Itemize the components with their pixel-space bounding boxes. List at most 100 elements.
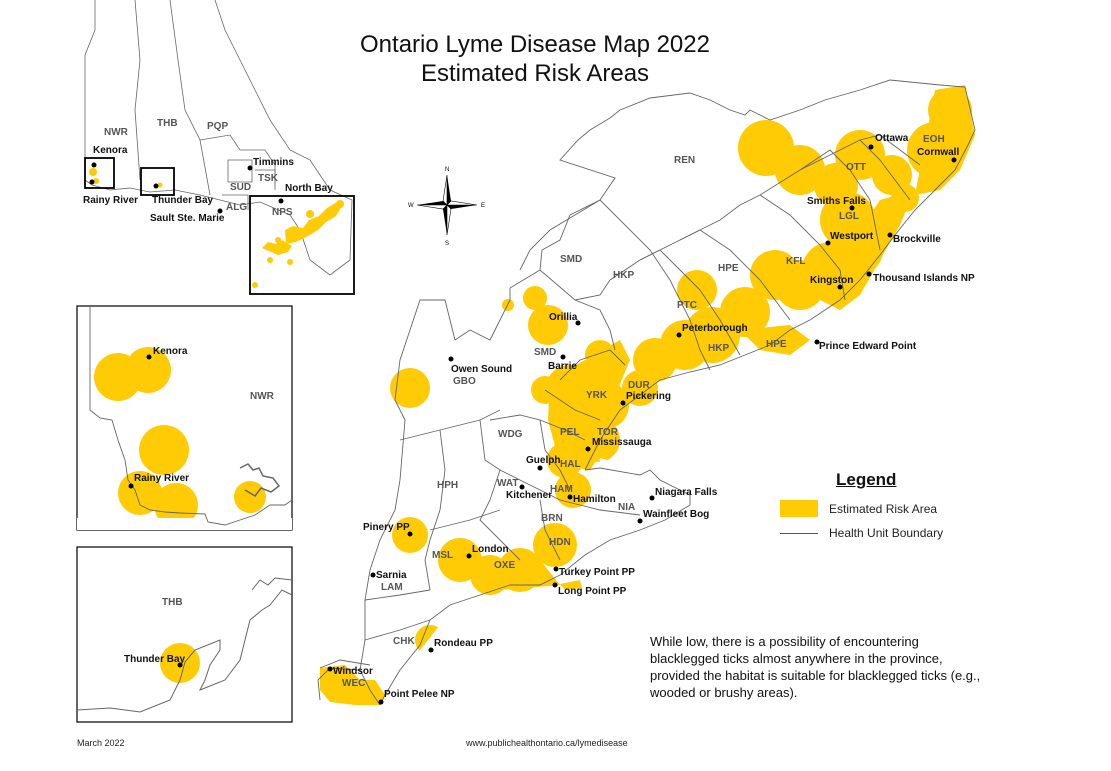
risk-areas [320,85,975,705]
compass-s: S [445,241,449,247]
svg-text:EOH: EOH [923,134,945,145]
kenora-locator-box [84,157,115,189]
footer-date: March 2022 [77,738,125,748]
svg-text:Owen Sound: Owen Sound [451,364,512,375]
map-title-line1: Ontario Lyme Disease Map 2022 [360,31,710,58]
svg-text:Westport: Westport [830,231,874,242]
place-labels: Ottawa Cornwall Smiths Falls Westport Br… [327,133,975,705]
svg-text:Pinery PP: Pinery PP [363,522,410,533]
svg-text:HPE: HPE [766,339,787,350]
svg-text:Hamilton: Hamilton [573,494,616,505]
svg-text:TOR: TOR [597,427,619,438]
compass-w: W [408,203,414,209]
legend-item-risk-area: Estimated Risk Area [780,500,937,517]
map-title: Ontario Lyme Disease Map 2022 Estimated … [0,30,1070,88]
overview-inset [84,0,353,276]
legend-label-risk-area: Estimated Risk Area [829,501,938,516]
svg-text:Point Pelee NP: Point Pelee NP [384,689,455,700]
hu-label-pqp: PQP [207,121,228,132]
map-title-line2: Estimated Risk Areas [420,60,650,87]
svg-text:KFL: KFL [786,256,805,267]
southern-ontario-locator-box [249,195,355,295]
hu-label-sud: SUD [230,182,251,193]
svg-text:WAT: WAT [497,478,518,489]
svg-text:Niagara Falls: Niagara Falls [655,487,718,498]
hu-label-thb: THB [157,118,178,129]
svg-text:Cornwall: Cornwall [917,147,959,158]
health-unit-labels: REN SMD HKP HPE PTC KFL LGL OTT EOH HKP … [342,134,945,689]
svg-text:CHK: CHK [393,636,415,647]
compass-n: N [445,167,449,173]
place-rainy-river: Rainy River [134,473,189,484]
svg-text:LGL: LGL [839,211,859,222]
lakes-mask [300,150,1111,771]
compass-e: E [481,203,485,209]
svg-text:HAM: HAM [550,484,573,495]
svg-text:Kitchener: Kitchener [506,490,552,501]
place-kenora: Kenora [153,346,188,357]
compass-rose: N S E W [408,167,485,247]
place-kenora-overview: Kenora [93,145,128,156]
place-thunder-bay-overview: Thunder Bay [152,195,214,206]
place-thunder-bay: Thunder Bay [124,654,186,665]
svg-text:SMD: SMD [560,254,582,265]
hu-label-nps: NPS [272,207,293,218]
boundary-line-swatch [780,532,818,534]
svg-text:Orillia: Orillia [549,312,578,323]
svg-text:Long Point PP: Long Point PP [558,586,627,597]
svg-text:Pickering: Pickering [626,391,671,402]
svg-text:OXE: OXE [494,560,515,571]
overview-labels: NWR THB PQP SUD TSK ALG NPS Kenora Rainy… [83,118,333,224]
svg-text:Guelph: Guelph [526,455,560,466]
svg-text:Rondeau PP: Rondeau PP [434,638,493,649]
svg-text:WDG: WDG [498,429,523,440]
hu-label-nwr: NWR [104,127,129,138]
svg-text:Turkey Point PP: Turkey Point PP [559,567,635,578]
svg-text:HPE: HPE [718,263,739,274]
svg-text:Ottawa: Ottawa [875,133,909,144]
legend-label-boundary: Health Unit Boundary [829,526,944,540]
svg-text:NIA: NIA [618,502,635,513]
svg-text:Smiths Falls: Smiths Falls [807,196,866,207]
svg-text:GBO: GBO [453,376,476,387]
risk-area-swatch [780,500,818,517]
svg-text:Wainfleet Bog: Wainfleet Bog [643,509,709,520]
svg-text:MSL: MSL [432,550,453,561]
footer-url[interactable]: www.publichealthontario.ca/lymedisease [466,738,628,748]
svg-text:Windsor: Windsor [333,666,373,677]
svg-text:HKP: HKP [708,343,729,354]
svg-text:SMD: SMD [534,347,556,358]
svg-text:HAL: HAL [560,459,581,470]
svg-text:Peterborough: Peterborough [682,323,748,334]
place-north-bay-overview: North Bay [285,183,333,194]
hu-label-nwr-inset: NWR [250,391,275,402]
health-unit-boundaries [317,79,976,706]
svg-text:London: London [472,544,509,555]
svg-text:Mississauga: Mississauga [592,437,652,448]
svg-text:WEC: WEC [342,678,365,689]
place-sault-ste-marie-overview: Sault Ste. Marie [150,213,225,224]
legend-item-boundary: Health Unit Boundary [780,526,943,540]
svg-text:REN: REN [674,155,695,166]
svg-text:HPH: HPH [437,480,458,491]
svg-text:Barrie: Barrie [548,361,577,372]
svg-text:Brockville: Brockville [893,234,941,245]
svg-text:HDN: HDN [549,537,571,548]
thunder-bay-inset: THB Thunder Bay [76,546,293,723]
hu-label-alg: ALG [226,202,247,213]
thunder-bay-locator-box [140,167,175,196]
hu-label-tsk: TSK [258,173,279,184]
svg-text:Sarnia: Sarnia [376,570,407,581]
place-timmins-overview: Timmins [253,157,294,168]
svg-text:PEL: PEL [560,427,579,438]
svg-text:LAM: LAM [381,582,403,593]
svg-text:Kingston: Kingston [810,275,853,286]
svg-text:DUR: DUR [628,380,650,391]
svg-text:OTT: OTT [846,162,866,173]
svg-text:YRK: YRK [586,390,608,401]
kenora-inset: NWR Kenora Rainy River [76,305,293,531]
hu-label-thb-inset: THB [162,597,183,608]
place-rainy-river-overview: Rainy River [83,195,138,206]
overview-inset-boxes [84,157,355,295]
